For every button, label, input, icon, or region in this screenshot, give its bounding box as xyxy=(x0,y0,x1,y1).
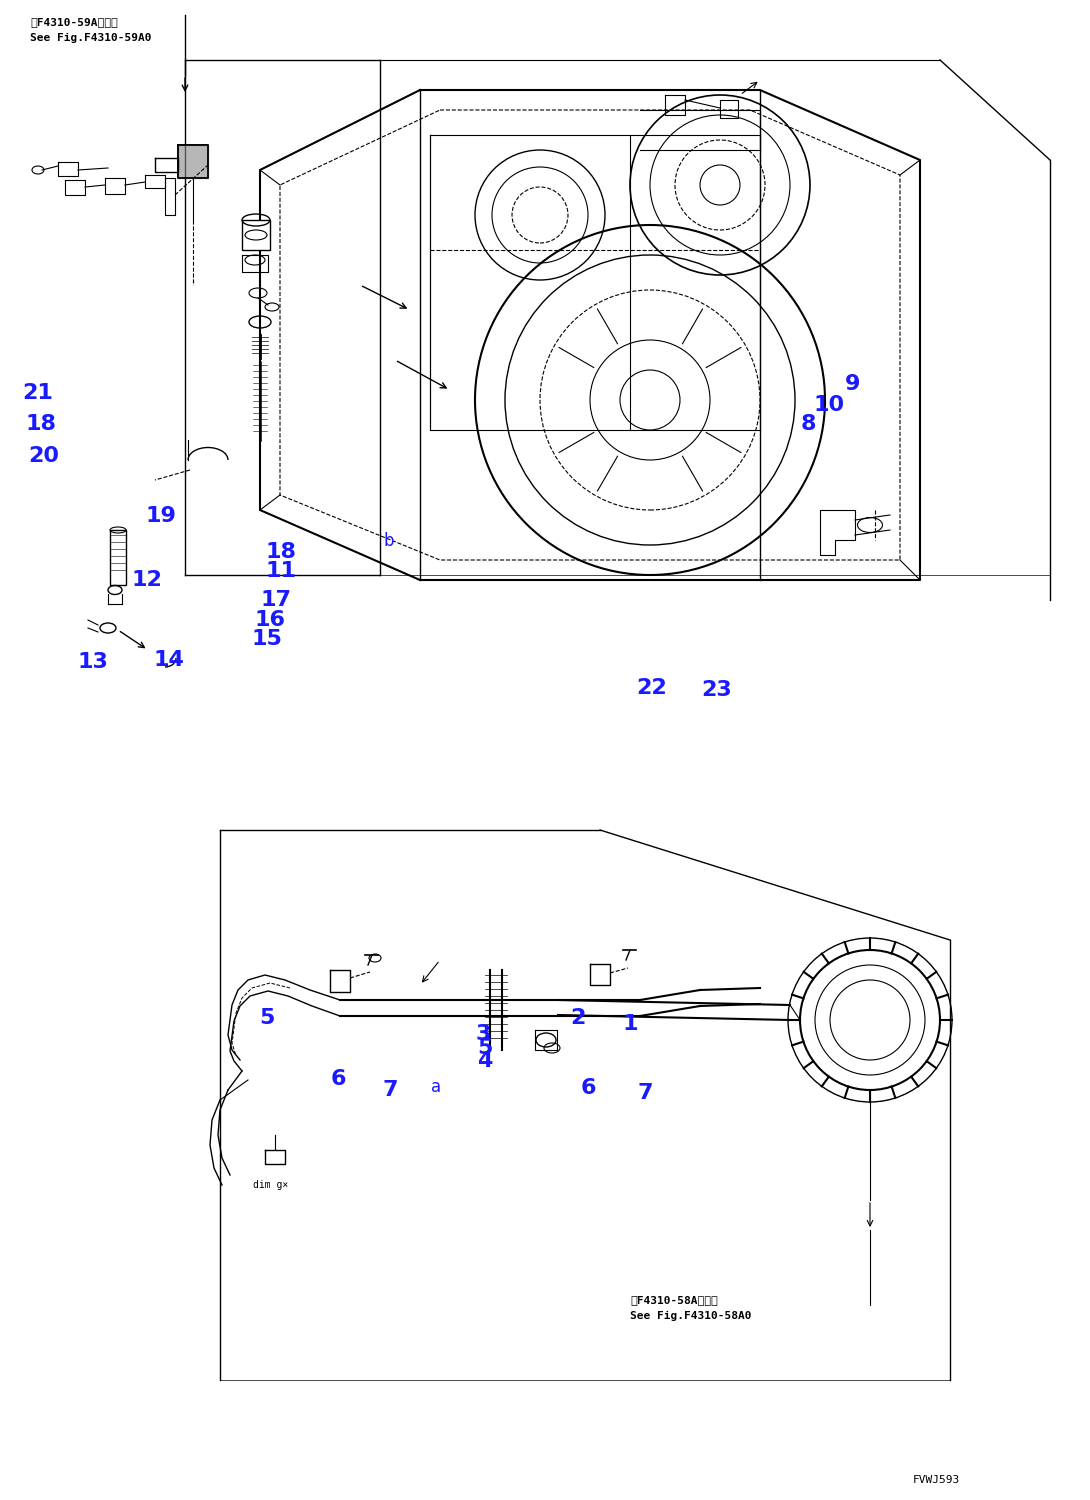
FancyBboxPatch shape xyxy=(242,220,270,251)
Text: a: a xyxy=(431,1078,441,1096)
Text: 7: 7 xyxy=(383,1080,398,1100)
Text: 17: 17 xyxy=(261,590,291,610)
Text: 22: 22 xyxy=(637,678,667,699)
Text: 8: 8 xyxy=(801,414,816,434)
Text: 4: 4 xyxy=(477,1052,493,1071)
Text: 10: 10 xyxy=(814,394,845,416)
Text: 18: 18 xyxy=(26,414,57,435)
Text: b: b xyxy=(384,532,395,550)
Text: 7: 7 xyxy=(638,1083,653,1102)
Text: 6: 6 xyxy=(330,1070,346,1089)
Text: 6: 6 xyxy=(581,1078,596,1098)
FancyBboxPatch shape xyxy=(110,530,126,585)
Text: 9: 9 xyxy=(845,374,860,394)
Text: 第F4310-59A图参考: 第F4310-59A图参考 xyxy=(31,16,118,27)
Text: 第F4310-58A图参考: 第F4310-58A图参考 xyxy=(630,1294,717,1305)
Text: 12: 12 xyxy=(132,570,162,590)
Text: dim g×: dim g× xyxy=(253,1180,288,1190)
Text: FVWJ593: FVWJ593 xyxy=(912,1474,960,1485)
Text: 5: 5 xyxy=(259,1008,275,1029)
Text: See Fig.F4310-59A0: See Fig.F4310-59A0 xyxy=(31,33,152,44)
Text: 16: 16 xyxy=(255,609,286,630)
Text: 21: 21 xyxy=(23,382,53,404)
Text: 3: 3 xyxy=(475,1023,490,1044)
Text: 23: 23 xyxy=(701,680,731,700)
Text: 19: 19 xyxy=(146,506,177,526)
Text: 20: 20 xyxy=(28,446,59,466)
Text: 13: 13 xyxy=(77,652,108,672)
Text: 18: 18 xyxy=(266,542,296,562)
Text: See Fig.F4310-58A0: See Fig.F4310-58A0 xyxy=(630,1311,751,1322)
Text: 14: 14 xyxy=(154,650,184,670)
Text: 1: 1 xyxy=(622,1014,638,1034)
Polygon shape xyxy=(178,146,208,178)
Text: 2: 2 xyxy=(570,1008,585,1029)
Text: 5: 5 xyxy=(477,1038,493,1058)
Text: 15: 15 xyxy=(252,628,282,650)
Text: 11: 11 xyxy=(266,561,296,580)
